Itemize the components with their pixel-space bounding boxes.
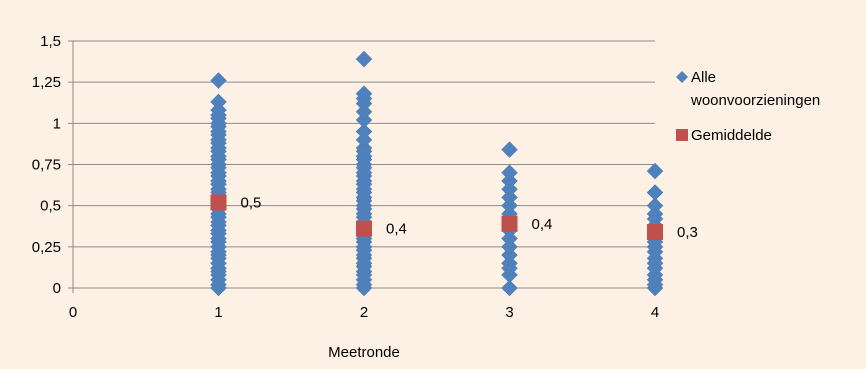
x-tick-label: 3 [505, 304, 513, 321]
diamond-icon [676, 71, 688, 83]
data-point-diamond [501, 164, 518, 182]
data-point-diamond [501, 279, 518, 297]
data-point-average [647, 224, 663, 241]
data-point-diamond [210, 93, 227, 111]
x-axis-title: Meetronde [328, 344, 400, 361]
legend-label-all: Alle [691, 69, 717, 86]
data-point-average [356, 220, 372, 237]
data-point-diamond [501, 141, 518, 159]
data-point-diamond [646, 197, 664, 215]
legend: Alle woonvoorzieningen Gemiddelde [676, 66, 861, 159]
data-label: 0,4 [532, 216, 553, 233]
legend-label-all-line2: woonvoorzieningen [691, 92, 821, 109]
data-point-diamond [646, 162, 664, 180]
x-tick-label: 4 [651, 304, 659, 321]
data-point-diamond [210, 72, 227, 89]
y-tick-label: 1,25 [32, 74, 61, 91]
legend-label-average: Gemiddelde [691, 127, 772, 144]
data-label: 0,5 [241, 194, 262, 211]
x-tick-label: 1 [214, 304, 222, 321]
y-tick-label: 0 [53, 280, 61, 297]
y-tick-label: 0,5 [40, 198, 61, 215]
square-icon [676, 129, 688, 141]
x-tick-label: 2 [360, 304, 368, 321]
legend-item-average: Gemiddelde [676, 124, 861, 147]
data-point-diamond [355, 50, 373, 68]
data-point-average [501, 215, 518, 232]
y-tick-label: 0,25 [32, 239, 61, 256]
x-tick-label: 0 [69, 304, 77, 321]
y-tick-label: 0,75 [32, 157, 61, 174]
data-point-average [210, 194, 227, 211]
y-tick-label: 1 [53, 115, 61, 132]
data-label: 0,3 [677, 224, 698, 241]
data-label: 0,4 [386, 221, 407, 238]
y-tick-label: 1,5 [40, 33, 61, 50]
legend-item-all: Alle woonvoorzieningen [676, 66, 861, 112]
data-point-diamond [646, 184, 664, 201]
data-point-diamond [355, 85, 373, 103]
data-point-diamond [355, 123, 373, 140]
